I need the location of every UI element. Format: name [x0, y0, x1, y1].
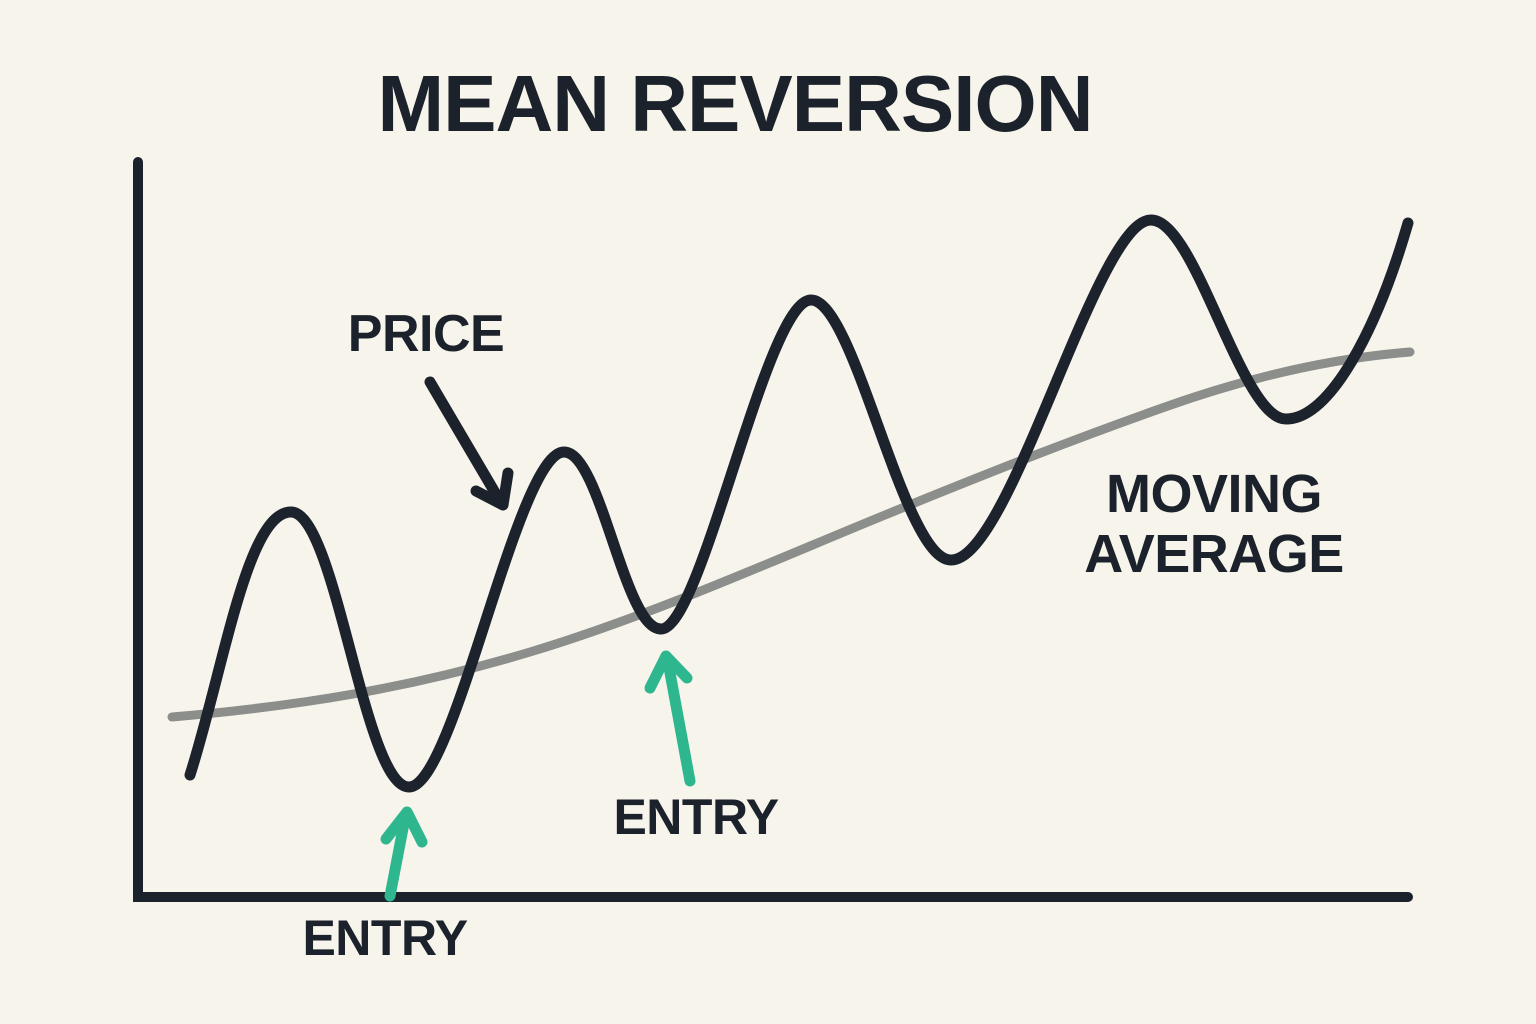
entry-arrow-second-shaft — [662, 656, 696, 787]
page-title: MEAN REVERSION — [377, 59, 1094, 148]
price-line — [184, 214, 1414, 793]
price-pointer-arrow — [424, 376, 514, 511]
price-pointer-arrowhead-icon — [470, 467, 514, 511]
entry-arrow-first-shaft — [384, 812, 411, 902]
price-label: PRICE — [347, 305, 505, 363]
entry-arrow-second-arrowhead-icon — [644, 650, 693, 694]
moving-average-label-line2: AVERAGE — [1084, 524, 1344, 584]
moving-average-line — [167, 347, 1415, 722]
entry-arrow-first — [380, 806, 428, 902]
entry-arrow-second — [644, 650, 696, 787]
moving-average-label: MOVING AVERAGE — [1084, 464, 1344, 584]
entry-label-first: ENTRY — [302, 910, 468, 966]
entry-arrow-first-arrowhead-icon — [380, 806, 428, 848]
axes — [133, 157, 1413, 902]
price-pointer-arrow-shaft — [424, 376, 506, 507]
moving-average-label-line1: MOVING — [1105, 464, 1323, 524]
entry-label-second: ENTRY — [613, 789, 779, 845]
